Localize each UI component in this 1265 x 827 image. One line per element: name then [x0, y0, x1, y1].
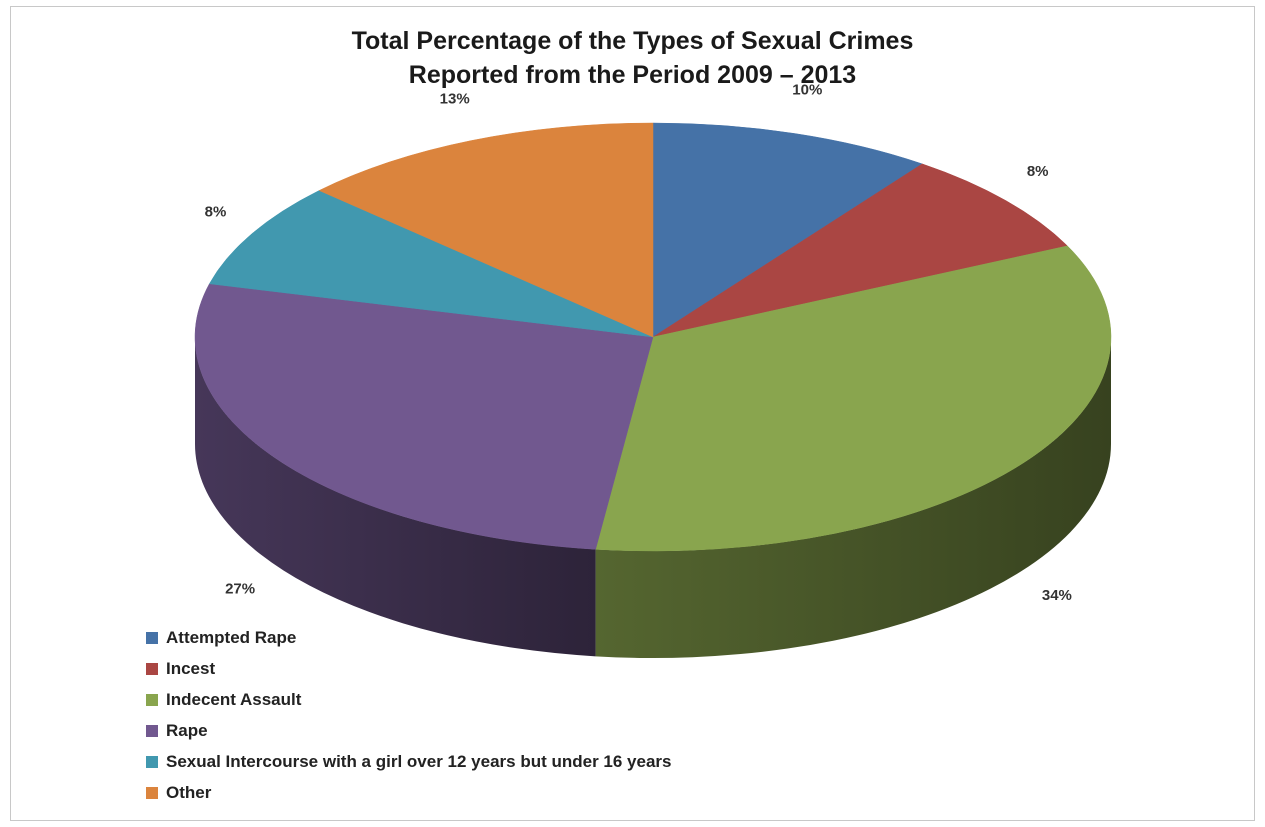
- pie-slice-other: [318, 122, 654, 338]
- legend-label: Attempted Rape: [166, 627, 297, 647]
- chart-title-line-2: Reported from the Period 2009 – 2013: [408, 61, 857, 89]
- pie-slice-indecent-assault: [595, 245, 1112, 552]
- data-label-other: 13%: [440, 90, 470, 107]
- legend-swatch: [146, 693, 158, 706]
- legend-label: Indecent Assault: [166, 689, 302, 709]
- data-label-rape: 27%: [225, 580, 255, 597]
- data-label-incest: 8%: [1027, 163, 1049, 180]
- legend-item-other: Other: [146, 777, 672, 808]
- legend-item-rape: Rape: [146, 715, 672, 746]
- pie-slice-attempted-rape: [652, 122, 923, 338]
- chart-title-line-1: Total Percentage of the Types of Sexual …: [351, 27, 914, 55]
- pie-slice-sexual-intercourse-with-a-girl-over-12-years-but-under-16-years: [208, 190, 654, 338]
- data-label-attempted-rape: 10%: [792, 82, 822, 99]
- legend-item-sexual-intercourse-with-a-girl-over-12-years-but-under-16-years: Sexual Intercourse with a girl over 12 y…: [146, 746, 672, 777]
- pie-side-rape: [195, 337, 596, 657]
- pie-sides: [195, 337, 1111, 658]
- legend-label: Incest: [166, 658, 216, 678]
- data-label-indecent-assault: 34%: [1042, 587, 1072, 604]
- legend-swatch: [146, 724, 158, 737]
- legend-swatch: [146, 755, 158, 768]
- pie-slices: [194, 122, 1112, 552]
- legend-swatch: [146, 631, 158, 644]
- pie-slice-rape: [194, 283, 654, 550]
- legend-item-incest: Incest: [146, 653, 672, 684]
- legend-label: Sexual Intercourse with a girl over 12 y…: [166, 751, 672, 771]
- pie-side-indecent-assault: [595, 337, 1111, 658]
- pie-data-labels: 10% 8% 34% 27% 8% 13%: [205, 82, 1072, 605]
- data-label-sexual-intercourse-with-a-girl-over-12-years-but-under-16-years: 8%: [205, 203, 227, 220]
- legend-label: Rape: [166, 720, 208, 740]
- legend-item-indecent-assault: Indecent Assault: [146, 684, 672, 715]
- legend-swatch: [146, 662, 158, 675]
- pie-slice-incest: [652, 163, 1068, 338]
- legend-swatch: [146, 786, 158, 799]
- legend-label: Other: [166, 782, 212, 802]
- chart-legend: Attempted Rape Incest Indecent Assault Rape…: [146, 622, 672, 808]
- legend-item-attempted-rape: Attempted Rape: [146, 622, 672, 653]
